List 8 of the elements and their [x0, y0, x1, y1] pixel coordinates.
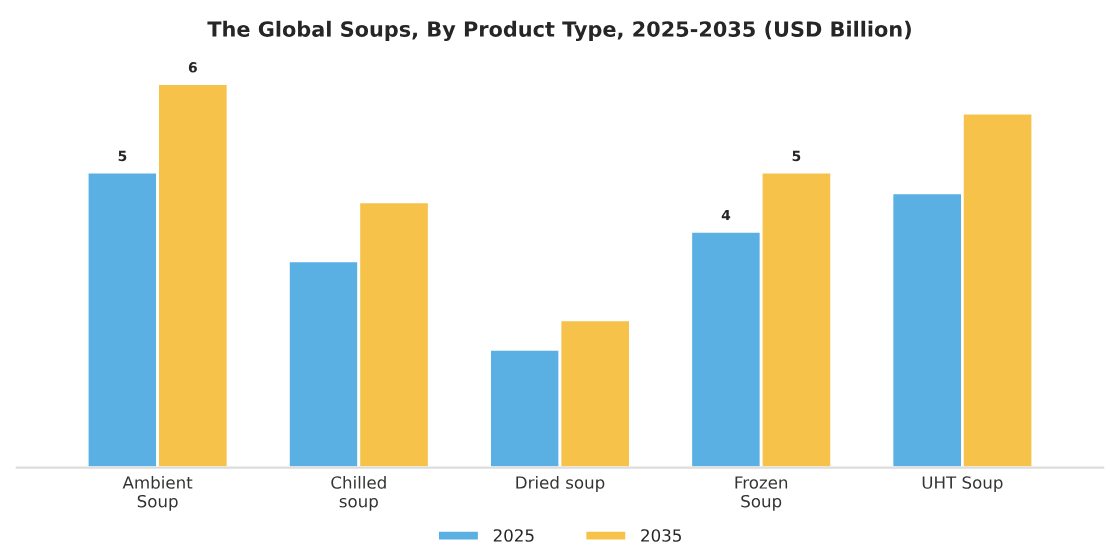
x-tick-label: Dried soup: [516, 475, 605, 493]
chart-title: The Global Soups, By Product Type, 2025-2035 (USD Billion): [207, 20, 911, 42]
legend-label: 2025: [493, 529, 534, 542]
x-tick-label: Ambient Soup: [122, 475, 193, 511]
legend-label: 2035: [641, 529, 681, 542]
x-tick-label: UHT Soup: [922, 476, 1003, 493]
x-tick-label: Chilled soup: [331, 475, 386, 511]
x-tick-label: Frozen Soup: [735, 476, 788, 511]
